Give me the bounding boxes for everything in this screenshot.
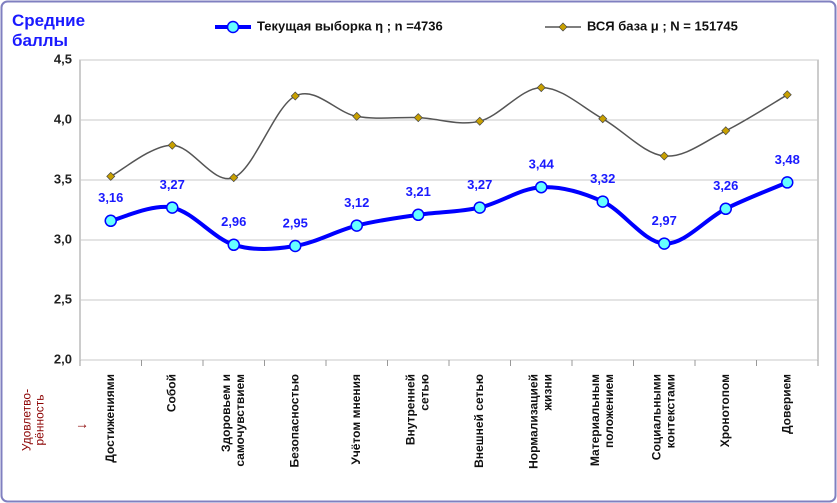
annotation: → bbox=[75, 416, 89, 432]
y-tick-label: 4,0 bbox=[54, 111, 72, 126]
x-tick-label: Достижениями bbox=[103, 374, 117, 463]
x-tick-label: Доверием bbox=[779, 374, 793, 434]
data-label: 3,48 bbox=[775, 152, 800, 167]
x-tick-label: Собой bbox=[164, 374, 178, 412]
data-label: 3,44 bbox=[529, 157, 555, 172]
marker bbox=[473, 201, 486, 214]
legend-marker bbox=[558, 22, 568, 32]
legend-label: ВСЯ база μ ; N = 151745 bbox=[587, 18, 738, 33]
x-tick-label: Учётом мнения bbox=[349, 374, 363, 465]
annotation: Удовлетво-рённость bbox=[20, 389, 47, 451]
series-line bbox=[110, 86, 788, 180]
y-tick-label: 2,5 bbox=[54, 291, 72, 306]
x-tick-label: Нормализациейжизни bbox=[526, 374, 554, 469]
data-label: 3,32 bbox=[590, 171, 615, 186]
marker bbox=[167, 140, 177, 150]
data-label: 3,12 bbox=[344, 195, 369, 210]
marker bbox=[781, 176, 794, 189]
x-tick-label: Социальнымиконтекстами bbox=[649, 374, 677, 460]
marker bbox=[290, 91, 300, 101]
marker bbox=[536, 83, 546, 93]
data-label: 2,95 bbox=[283, 215, 308, 230]
marker bbox=[596, 195, 609, 208]
data-label: 3,16 bbox=[98, 190, 123, 205]
marker bbox=[166, 201, 179, 214]
marker bbox=[598, 114, 608, 124]
y-axis-label: Средние баллы bbox=[12, 11, 85, 50]
marker bbox=[350, 219, 363, 232]
marker bbox=[475, 116, 485, 126]
x-tick-label: Хронотопом bbox=[718, 374, 732, 447]
marker bbox=[535, 180, 548, 194]
y-tick-label: 3,5 bbox=[54, 171, 72, 186]
marker bbox=[289, 239, 302, 253]
marker bbox=[659, 151, 669, 161]
data-label: 3,21 bbox=[406, 184, 431, 199]
marker bbox=[721, 126, 731, 136]
x-tick-label: Безопасностью bbox=[287, 374, 301, 468]
marker bbox=[106, 171, 116, 181]
marker bbox=[413, 113, 423, 123]
x-tick-label: Внутреннейсетью bbox=[403, 374, 431, 445]
y-tick-label: 4,5 bbox=[54, 51, 72, 66]
legend-marker bbox=[226, 20, 240, 34]
marker bbox=[412, 208, 425, 222]
legend-label: Текущая выборка η ; n =4736 bbox=[257, 18, 443, 33]
data-label: 2,96 bbox=[221, 214, 246, 229]
marker bbox=[352, 111, 362, 121]
marker bbox=[229, 173, 239, 183]
data-label: 3,27 bbox=[160, 177, 185, 192]
y-tick-label: 2,0 bbox=[54, 351, 72, 366]
data-label: 3,27 bbox=[467, 177, 492, 192]
marker bbox=[227, 238, 240, 252]
marker bbox=[104, 214, 117, 228]
series-line bbox=[110, 180, 789, 251]
y-tick-label: 3,0 bbox=[54, 231, 72, 246]
x-tick-label: Здоровьем исамочувствием bbox=[219, 374, 247, 467]
marker bbox=[719, 202, 732, 216]
data-label: 2,97 bbox=[652, 213, 677, 228]
data-label: 3,26 bbox=[713, 178, 738, 193]
x-tick-label: Внешней сетью bbox=[472, 374, 486, 468]
marker bbox=[782, 90, 792, 100]
x-tick-label: Материальнымположением bbox=[588, 374, 616, 466]
marker bbox=[658, 237, 671, 250]
